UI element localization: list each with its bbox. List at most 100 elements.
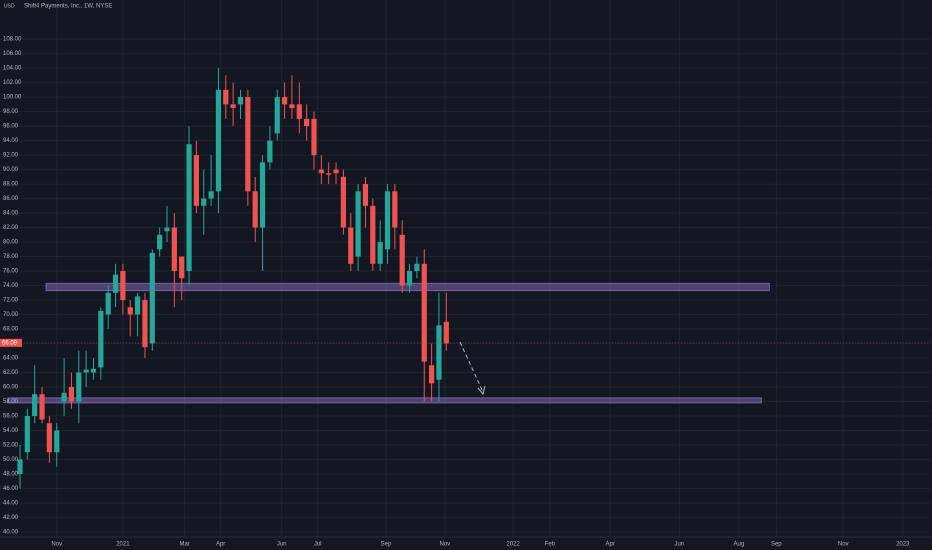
candle-body <box>414 263 420 272</box>
axes: 40.00 42.00 44.00 46.00 48.00 50.00 52.00 54.00… <box>0 37 932 548</box>
candle-body <box>127 307 133 315</box>
arrow-head <box>477 385 486 396</box>
x-tick-label: 2021 <box>116 542 130 548</box>
candle-body <box>142 300 148 348</box>
candle-body <box>186 144 192 272</box>
candle-body <box>83 369 89 373</box>
x-tick-label: Jun <box>674 542 684 548</box>
candle-body <box>76 372 82 402</box>
y-tick-label: 60.00 <box>3 385 19 391</box>
y-tick-label: 82.00 <box>3 225 19 231</box>
x-tick-label: Mar <box>179 542 189 548</box>
candle-body <box>436 325 442 380</box>
candle-body <box>392 191 398 228</box>
candle-body <box>289 104 295 108</box>
candle-body <box>157 234 163 250</box>
candle-body <box>179 256 185 279</box>
y-tick-label: 72.00 <box>3 298 19 304</box>
currency: USD <box>4 3 15 9</box>
y-tick-label: 94.00 <box>3 138 19 144</box>
candle-body <box>245 97 251 192</box>
y-tick-label: 96.00 <box>3 124 19 130</box>
candle-body <box>230 104 236 108</box>
candle-body <box>429 365 435 384</box>
candle-body <box>237 97 244 105</box>
candle-body <box>46 423 52 453</box>
candle-body <box>355 191 361 257</box>
candle-body <box>17 459 23 474</box>
candle-body <box>134 296 141 315</box>
y-tick-label: 68.00 <box>3 327 19 333</box>
y-tick-label: 64.00 <box>3 356 19 362</box>
y-tick-label: 54.00 <box>3 428 19 434</box>
candle-body <box>208 191 214 199</box>
candle-body <box>32 394 38 416</box>
candle-body <box>252 191 258 228</box>
candle-body <box>68 386 75 402</box>
candle-body <box>98 310 104 368</box>
candle-body <box>105 292 111 315</box>
candle-body <box>149 252 155 344</box>
x-tick-label: Jul <box>314 542 322 548</box>
y-tick-label: 100.00 <box>3 95 22 101</box>
y-tick-label: 106.00 <box>3 51 22 57</box>
y-tick-label: 52.00 <box>3 443 19 449</box>
zones <box>7 282 770 404</box>
candle-body <box>443 321 449 344</box>
candle-body <box>193 155 199 206</box>
projection-arrow <box>459 341 484 393</box>
candle-body <box>90 368 97 373</box>
candle-body <box>421 263 427 362</box>
y-tick-label: 88.00 <box>3 182 19 188</box>
y-tick-label: 50.00 <box>3 457 19 463</box>
candle-body <box>223 89 229 105</box>
y-tick-label: 90.00 <box>3 167 19 173</box>
y-tick-label: 92.00 <box>3 153 19 159</box>
candle-body <box>370 205 376 264</box>
candle-body <box>296 104 302 119</box>
candle-body <box>164 227 170 232</box>
candle-body <box>399 234 405 286</box>
y-tick-label: 108.00 <box>3 37 22 43</box>
x-tick-label: Nov <box>439 542 450 548</box>
y-tick-label: 104.00 <box>3 66 22 72</box>
x-tick-label: Apr <box>216 542 225 548</box>
candles <box>17 68 449 489</box>
candle-body <box>54 430 60 453</box>
candle-body <box>274 97 280 134</box>
x-tick-label: 2023 <box>896 542 910 548</box>
candle-body <box>326 173 332 175</box>
candle-body <box>215 89 222 192</box>
y-tick-label: 58.00 <box>3 399 19 405</box>
x-tick-label: 2022 <box>507 542 521 548</box>
y-tick-label: 42.00 <box>3 515 19 521</box>
x-tick-label: Nov <box>838 542 849 548</box>
candle-body <box>377 242 383 264</box>
x-tick-label: Aug <box>733 542 744 548</box>
y-tick-label: 62.00 <box>3 370 19 376</box>
y-tick-label: 40.00 <box>3 530 19 536</box>
candle-body <box>311 118 317 156</box>
candle-body <box>406 271 413 286</box>
candle-body <box>24 415 30 453</box>
y-tick-label: 74.00 <box>3 283 19 289</box>
candle-body <box>281 97 288 105</box>
candle-body <box>267 140 273 163</box>
x-tick-label: Apr <box>606 542 615 548</box>
candle-body <box>340 176 346 228</box>
last-price-label: 66.09 <box>2 340 18 346</box>
candle-body <box>201 198 207 206</box>
y-tick-label: 46.00 <box>3 486 19 492</box>
y-tick-label: 44.00 <box>3 501 19 507</box>
x-tick-label: Jun <box>277 542 287 548</box>
y-tick-label: 70.00 <box>3 312 19 318</box>
y-tick-label: 80.00 <box>3 240 19 246</box>
candle-body <box>384 191 391 250</box>
candle-body <box>304 118 310 127</box>
y-tick-label: 76.00 <box>3 269 19 275</box>
candle-body <box>120 271 126 301</box>
y-tick-label: 84.00 <box>3 211 19 217</box>
y-tick-label: 56.00 <box>3 414 19 420</box>
support-resistance-zone <box>7 397 762 404</box>
